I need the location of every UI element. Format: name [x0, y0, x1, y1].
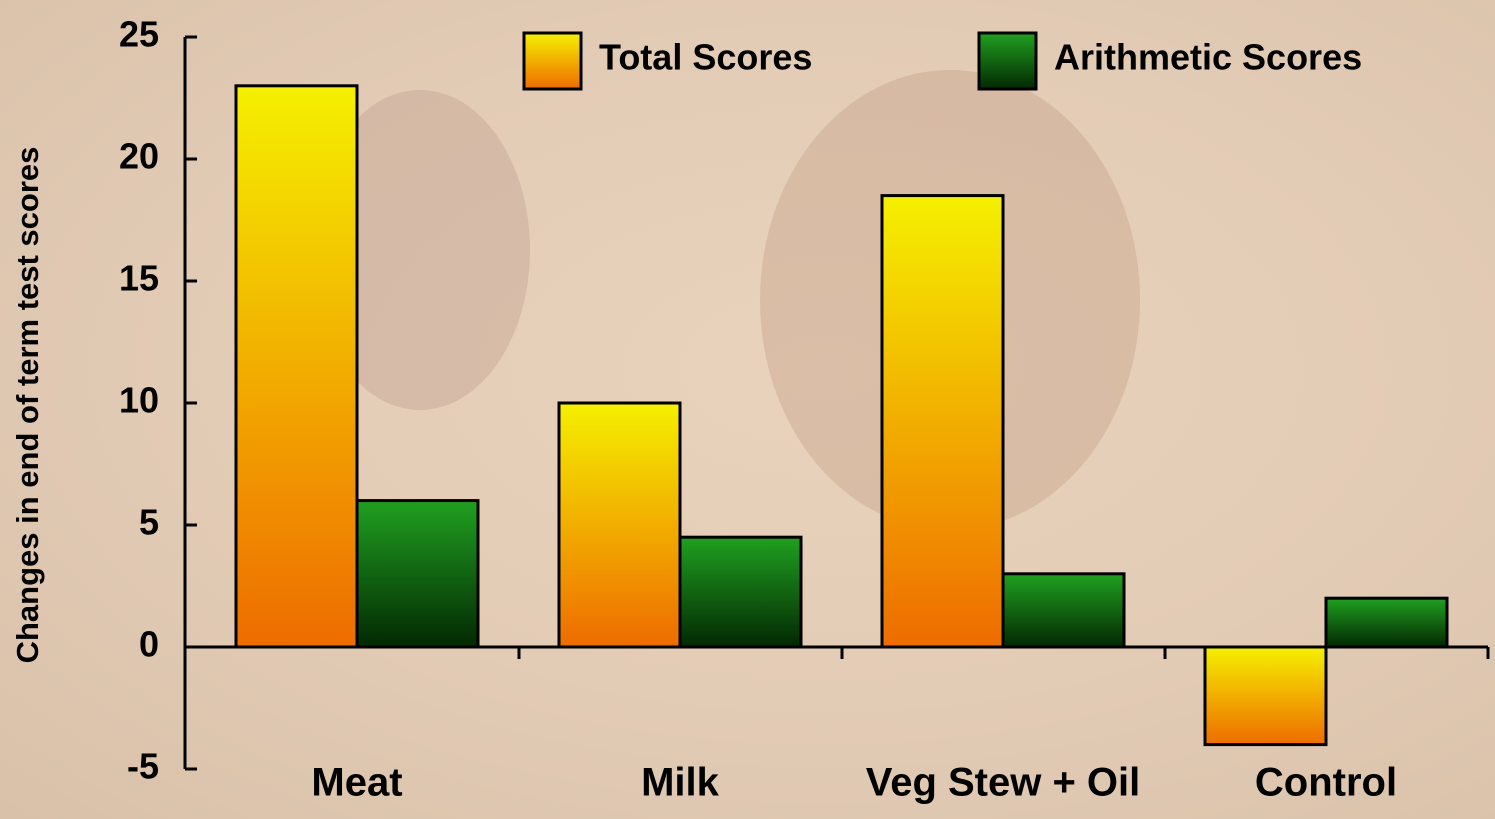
- bar: [357, 501, 478, 647]
- y-tick-label: 15: [119, 258, 159, 299]
- y-tick-label: 5: [139, 502, 159, 543]
- x-tick-label: Veg Stew + Oil: [866, 761, 1141, 805]
- legend-label: Arithmetic Scores: [1054, 37, 1362, 78]
- bar: [1205, 647, 1326, 745]
- x-tick-label: Meat: [311, 761, 402, 805]
- bar: [882, 196, 1003, 647]
- legend-swatch: [524, 33, 581, 89]
- y-axis-label: Changes in end of term test scores: [10, 147, 45, 664]
- y-tick-label: -5: [127, 746, 159, 787]
- y-tick-label: 25: [119, 14, 159, 55]
- bar: [1326, 598, 1447, 647]
- y-tick-label: 0: [139, 624, 159, 665]
- y-tick-label: 20: [119, 136, 159, 177]
- x-tick-label: Control: [1255, 761, 1397, 805]
- bar: [559, 403, 680, 647]
- legend-swatch: [979, 33, 1036, 89]
- y-tick-label: 10: [119, 380, 159, 421]
- bar: [680, 537, 801, 647]
- x-tick-label: Milk: [641, 761, 720, 805]
- chart: Changes in end of term test scores -5 0 5 1…: [0, 0, 1495, 819]
- bar: [1003, 574, 1124, 647]
- bar: [236, 86, 357, 647]
- legend-label: Total Scores: [599, 37, 812, 78]
